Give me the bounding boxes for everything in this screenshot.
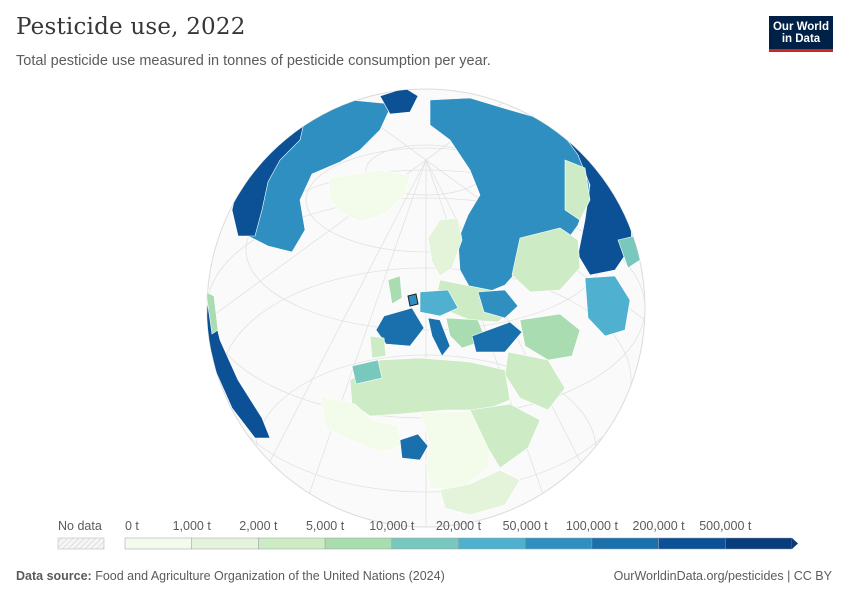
legend-bin-label: 500,000 t (699, 519, 752, 533)
legend-bin-label: 10,000 t (369, 519, 415, 533)
legend-bin-swatch[interactable] (191, 537, 259, 550)
source-text[interactable]: Food and Agriculture Organization of the… (95, 569, 445, 583)
legend-bin-label: 1,000 t (173, 519, 212, 533)
region-mexico[interactable] (206, 291, 219, 335)
region-italy[interactable] (427, 317, 451, 357)
legend-arrow-tip (792, 538, 798, 549)
legend-bin-swatch[interactable] (391, 537, 459, 550)
legend-bin-swatch[interactable] (725, 537, 793, 550)
region-greenland[interactable] (327, 169, 411, 223)
chart-subtitle: Total pesticide use measured in tonnes o… (16, 53, 491, 69)
legend-bin-label: 100,000 t (566, 519, 619, 533)
region-france[interactable] (375, 307, 425, 347)
legend-bin-swatch[interactable] (124, 537, 192, 550)
region-southern-africa[interactable] (439, 469, 521, 516)
legend-bin-swatch[interactable] (258, 537, 326, 550)
legend-bin-swatch[interactable] (524, 537, 593, 550)
logo-line-1: Our World (772, 21, 829, 33)
legend-bin-swatch[interactable] (591, 537, 659, 550)
owid-logo[interactable]: Our World in Data (769, 16, 833, 52)
region-nigeria[interactable] (399, 433, 429, 461)
region-turkey[interactable] (471, 321, 523, 353)
legend-no-data-swatch (57, 537, 105, 550)
footer-source: Data source: Food and Agriculture Organi… (16, 569, 445, 583)
region-germany-poland[interactable] (419, 289, 459, 317)
legend-bin-label: 20,000 t (436, 519, 482, 533)
legend-bin-label: 2,000 t (239, 519, 278, 533)
legend-no-data-label: No data (58, 519, 102, 533)
chart-title: Pesticide use, 2022 (16, 14, 246, 40)
footer-url[interactable]: OurWorldinData.org/pesticides | CC BY (613, 569, 832, 583)
region-kazakhstan[interactable] (511, 227, 581, 293)
legend: No data 0 t 1,000 t 2,000 t 5,000 t 10,000 t… (57, 519, 798, 550)
region-mongolia[interactable] (564, 159, 591, 221)
region-east-asia[interactable] (584, 275, 631, 337)
legend-bin-swatch[interactable] (658, 537, 726, 550)
legend-bin-label: 200,000 t (633, 519, 686, 533)
region-uk[interactable] (387, 275, 403, 305)
legend-bin-swatch[interactable] (458, 537, 526, 550)
source-label: Data source: (16, 569, 92, 583)
legend-bin-swatch[interactable] (324, 537, 393, 550)
region-spain[interactable] (369, 335, 387, 359)
region-netherlands[interactable] (407, 293, 419, 307)
legend-bin-label: 50,000 t (503, 519, 549, 533)
region-iran[interactable] (519, 313, 581, 361)
logo-line-2: in Data (781, 33, 821, 45)
region-east-africa[interactable] (469, 403, 541, 469)
legend-bin-label: 0 t (125, 519, 139, 533)
region-scandinavia[interactable] (427, 217, 463, 277)
legend-bin-label: 5,000 t (306, 519, 345, 533)
region-morocco[interactable] (351, 359, 383, 385)
region-ukraine[interactable] (477, 289, 519, 319)
region-north-africa[interactable] (349, 357, 511, 417)
